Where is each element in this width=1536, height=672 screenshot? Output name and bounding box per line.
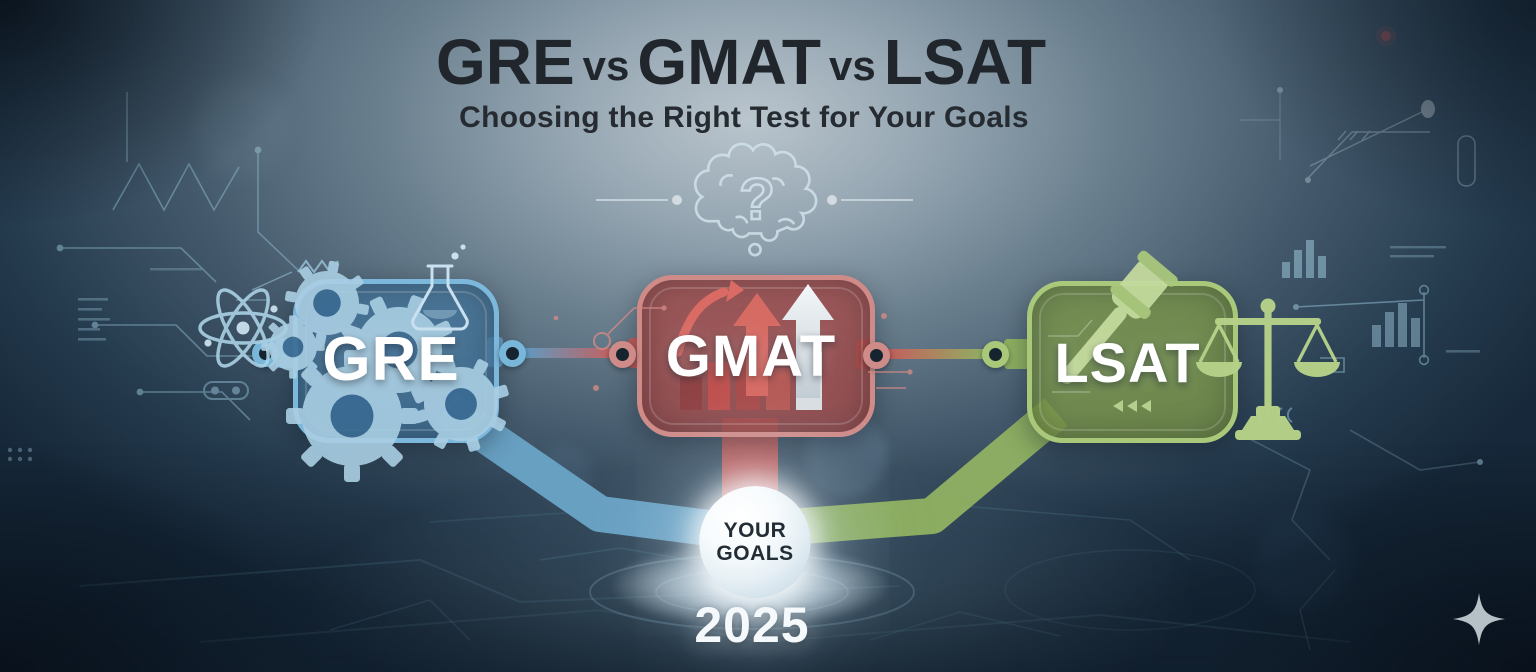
title-part: GMAT bbox=[637, 26, 821, 98]
lsat-label: LSAT bbox=[1054, 330, 1201, 394]
goal-text-line1: YOUR bbox=[723, 518, 787, 542]
title-part: GRE bbox=[435, 26, 575, 98]
main-title: GRE vs GMAT vs LSAT bbox=[0, 30, 1482, 94]
goals-orb: YOUR GOALS bbox=[699, 486, 811, 598]
gre-label: GRE bbox=[322, 324, 460, 394]
subtitle: Choosing the Right Test for Your Goals bbox=[459, 101, 1029, 134]
title-vs: vs bbox=[582, 42, 630, 89]
title-vs: vs bbox=[829, 42, 876, 89]
goal-text-line2: GOALS bbox=[716, 542, 794, 565]
year-label: 2025 bbox=[694, 597, 810, 653]
gmat-label: GMAT bbox=[665, 323, 837, 389]
title-part: LSAT bbox=[883, 26, 1047, 98]
